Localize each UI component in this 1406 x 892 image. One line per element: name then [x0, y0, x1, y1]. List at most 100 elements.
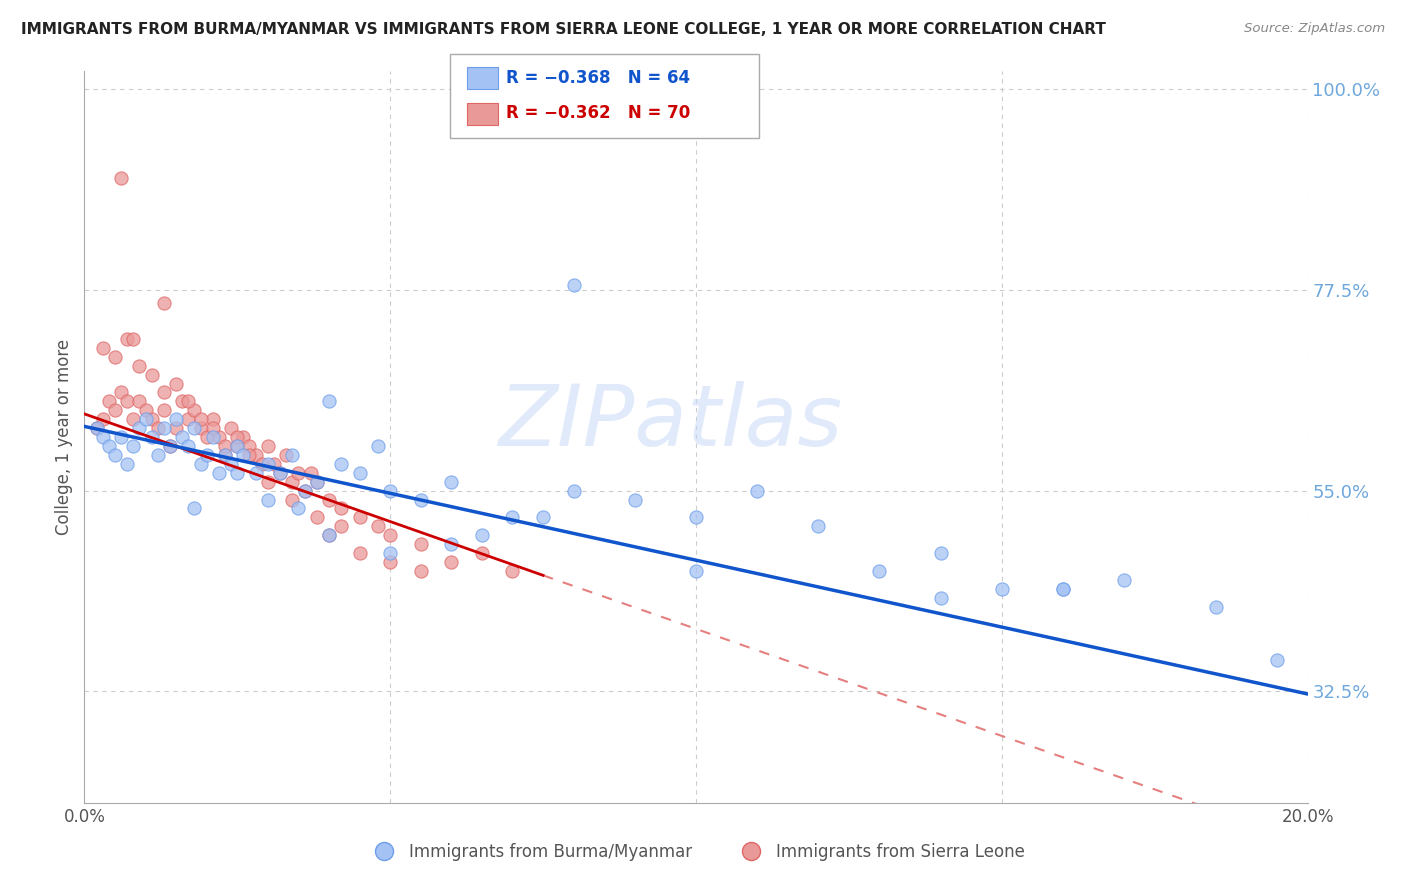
Point	[257, 492, 280, 507]
Point	[1052, 582, 1074, 596]
Point	[471, 546, 494, 560]
Point	[502, 564, 524, 578]
Point	[807, 519, 830, 533]
Point	[86, 421, 108, 435]
Point	[294, 483, 316, 498]
Point	[624, 492, 647, 507]
Point	[195, 430, 218, 444]
Point	[208, 430, 231, 444]
Point	[183, 403, 205, 417]
Point	[122, 412, 145, 426]
Point	[305, 475, 328, 489]
Text: R = −0.368   N = 64: R = −0.368 N = 64	[506, 69, 690, 87]
Point	[281, 475, 304, 489]
Point	[747, 483, 769, 498]
Point	[91, 341, 114, 355]
Point	[409, 537, 432, 551]
Point	[294, 483, 316, 498]
Point	[172, 394, 194, 409]
Point	[232, 448, 254, 462]
Text: IMMIGRANTS FROM BURMA/MYANMAR VS IMMIGRANTS FROM SIERRA LEONE COLLEGE, 1 YEAR OR: IMMIGRANTS FROM BURMA/MYANMAR VS IMMIGRA…	[21, 22, 1107, 37]
Point	[269, 466, 291, 480]
Point	[190, 457, 212, 471]
Point	[318, 528, 340, 542]
Point	[685, 564, 707, 578]
Point	[330, 501, 353, 516]
Point	[110, 385, 132, 400]
Point	[97, 394, 120, 409]
Text: ZIPatlas: ZIPatlas	[499, 381, 844, 464]
Point	[208, 466, 231, 480]
Point	[349, 510, 371, 524]
Point	[165, 421, 187, 435]
Point	[281, 448, 304, 462]
Point	[128, 394, 150, 409]
Point	[104, 403, 127, 417]
Point	[91, 430, 114, 444]
Point	[104, 350, 127, 364]
Point	[929, 546, 952, 560]
Point	[318, 394, 340, 409]
Point	[135, 403, 157, 417]
Point	[226, 466, 249, 480]
Point	[97, 439, 120, 453]
Point	[367, 439, 389, 453]
Point	[349, 466, 371, 480]
Point	[281, 492, 304, 507]
Point	[299, 466, 322, 480]
Point	[115, 457, 138, 471]
Point	[349, 546, 371, 560]
Point	[183, 501, 205, 516]
Point	[177, 439, 200, 453]
Point	[219, 457, 242, 471]
Point	[146, 421, 169, 435]
Legend: Immigrants from Burma/Myanmar, Immigrants from Sierra Leone: Immigrants from Burma/Myanmar, Immigrant…	[361, 837, 1031, 868]
Point	[214, 439, 236, 453]
Point	[287, 501, 309, 516]
Point	[287, 466, 309, 480]
Point	[159, 439, 181, 453]
Point	[159, 439, 181, 453]
Point	[238, 448, 260, 462]
Point	[219, 421, 242, 435]
Point	[440, 537, 463, 551]
Point	[104, 448, 127, 462]
Point	[257, 457, 280, 471]
Point	[263, 457, 285, 471]
Point	[177, 394, 200, 409]
Point	[165, 376, 187, 391]
Point	[471, 528, 494, 542]
Point	[201, 412, 224, 426]
Point	[440, 555, 463, 569]
Point	[869, 564, 891, 578]
Point	[380, 555, 402, 569]
Point	[1205, 599, 1227, 614]
Point	[115, 394, 138, 409]
Point	[245, 466, 267, 480]
Point	[1265, 653, 1288, 667]
Point	[1052, 582, 1074, 596]
Point	[201, 430, 224, 444]
Point	[190, 412, 212, 426]
Point	[380, 546, 402, 560]
Point	[91, 412, 114, 426]
Point	[122, 332, 145, 346]
Point	[245, 448, 267, 462]
Text: R = −0.362   N = 70: R = −0.362 N = 70	[506, 104, 690, 122]
Y-axis label: College, 1 year or more: College, 1 year or more	[55, 339, 73, 535]
Point	[172, 430, 194, 444]
Point	[380, 483, 402, 498]
Point	[562, 278, 585, 293]
Point	[141, 368, 163, 382]
Point	[318, 492, 340, 507]
Point	[305, 510, 328, 524]
Point	[929, 591, 952, 605]
Point	[146, 448, 169, 462]
Point	[226, 430, 249, 444]
Point	[195, 448, 218, 462]
Point	[183, 421, 205, 435]
Point	[128, 421, 150, 435]
Point	[257, 475, 280, 489]
Point	[86, 421, 108, 435]
Point	[269, 466, 291, 480]
